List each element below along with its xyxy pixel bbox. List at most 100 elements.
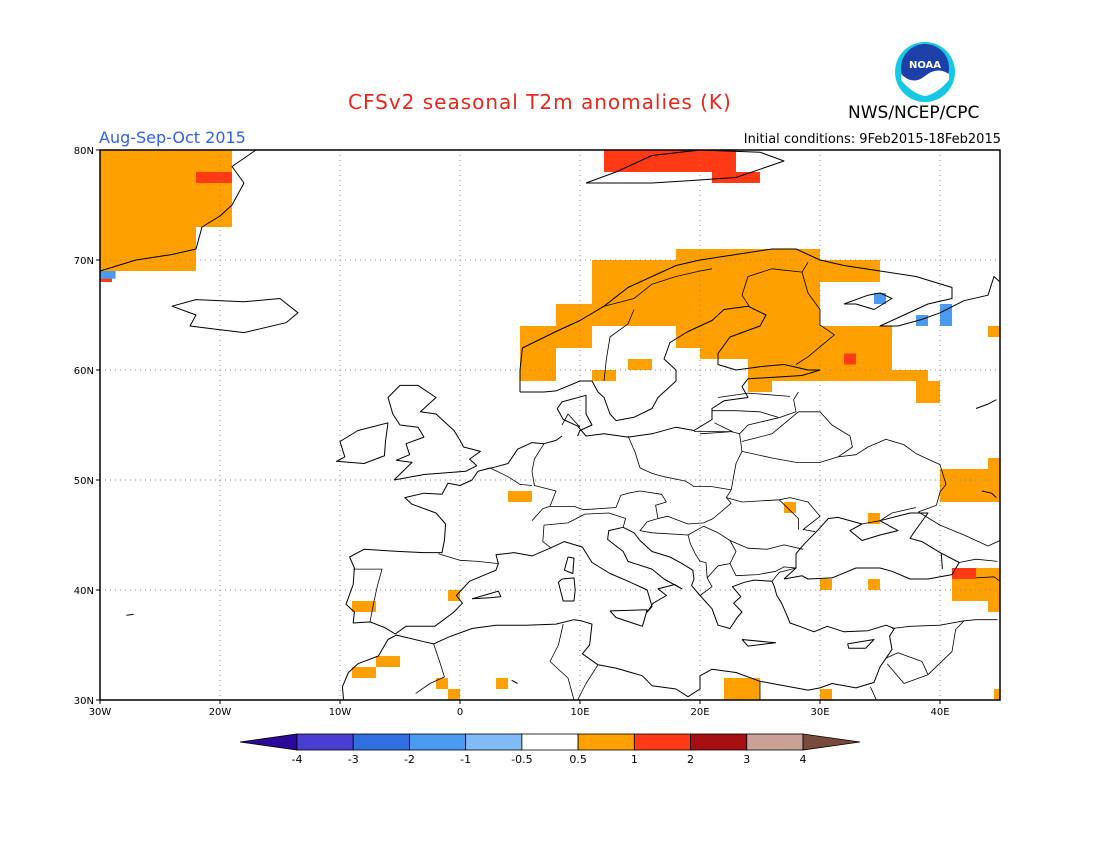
country-border xyxy=(959,558,998,563)
coastline xyxy=(563,556,575,574)
country-border xyxy=(891,619,998,629)
colorbar-label: 1 xyxy=(631,753,638,766)
anomaly-cell xyxy=(508,491,532,502)
lon-tick-label: 10E xyxy=(570,707,589,718)
lat-tick-label: 40N xyxy=(74,586,94,597)
lon-tick-label: 20W xyxy=(209,707,232,718)
colorbar-box xyxy=(352,733,410,751)
country-border xyxy=(975,576,1000,582)
axis-ticks: 30W 20W 10W 0 10E 20E 30E 40E 30N 40N 50N 60N 70N 80N xyxy=(74,146,950,718)
country-border xyxy=(603,309,635,382)
coastline xyxy=(520,305,820,422)
coastline xyxy=(783,512,960,580)
chart-title: CFSv2 seasonal T2m anomalies (K) xyxy=(348,90,732,114)
lon-tick-label: 10W xyxy=(329,707,352,718)
country-border xyxy=(549,624,575,700)
coastline xyxy=(940,552,943,570)
country-border xyxy=(531,459,667,511)
lon-tick-label: 0 xyxy=(457,707,463,718)
country-border xyxy=(687,525,804,550)
anomaly-cell xyxy=(100,271,116,279)
lon-tick-label: 40E xyxy=(930,707,949,718)
anomaly-cell xyxy=(952,568,976,579)
lat-tick-label: 30N xyxy=(74,696,94,707)
country-border xyxy=(861,507,917,525)
country-border xyxy=(603,268,713,307)
colorbar-label: 4 xyxy=(800,753,807,766)
colorbar-low-arrow xyxy=(239,733,298,751)
anomaly-cell xyxy=(448,590,460,601)
anomaly-cell xyxy=(916,381,940,403)
colorbar-box xyxy=(746,733,804,751)
country-border xyxy=(415,643,445,694)
coastline xyxy=(471,590,502,600)
anomaly-cell xyxy=(940,469,1000,502)
coastline xyxy=(341,435,895,700)
country-border xyxy=(741,261,809,307)
country-border xyxy=(477,467,533,486)
colorbar-label: -1 xyxy=(460,753,471,766)
anomaly-cell xyxy=(892,370,928,381)
country-border xyxy=(712,410,779,418)
coastline xyxy=(335,422,389,464)
country-border xyxy=(639,518,713,596)
anomaly-cell xyxy=(196,150,232,227)
coastline xyxy=(741,639,777,647)
forecast-period: Aug-Sep-Oct 2015 xyxy=(99,128,246,147)
country-borders xyxy=(353,261,1000,700)
lat-tick-label: 70N xyxy=(74,256,94,267)
country-border xyxy=(778,499,799,530)
coastline xyxy=(511,679,518,684)
anomaly-cell xyxy=(376,656,400,667)
noaa-logo: NOAA xyxy=(895,42,955,102)
anomaly-cell xyxy=(604,150,736,172)
coastline xyxy=(519,248,1000,392)
colorbar-box xyxy=(633,733,691,751)
lon-tick-label: 20E xyxy=(690,707,709,718)
colorbar-label: 3 xyxy=(743,753,750,766)
colorbar-high-arrow xyxy=(802,733,861,751)
anomaly-cell xyxy=(916,315,928,326)
country-border xyxy=(741,438,947,513)
anomaly-cell xyxy=(820,579,832,590)
country-border xyxy=(741,411,799,442)
coastline xyxy=(387,384,481,481)
anomaly-cell xyxy=(592,260,676,326)
colorbar-label: -4 xyxy=(292,753,303,766)
noaa-logo-bird xyxy=(901,70,949,96)
anomaly-cell xyxy=(988,326,1000,337)
anomaly-cell xyxy=(940,304,952,326)
initial-conditions: Initial conditions: 9Feb2015-18Feb2015 xyxy=(743,132,1001,147)
anomaly-cell xyxy=(352,667,376,678)
anomaly-cell xyxy=(100,150,196,271)
map-gridlines xyxy=(100,150,1000,700)
country-border xyxy=(729,540,797,577)
map-frame xyxy=(99,149,1001,701)
coastline xyxy=(847,639,875,649)
colorbar-label: -0.5 xyxy=(511,753,532,766)
coastline xyxy=(557,577,576,602)
colorbar-label: 2 xyxy=(687,753,694,766)
country-border xyxy=(694,431,743,490)
agency-label: NWS/NCEP/CPC xyxy=(848,103,980,123)
country-border xyxy=(870,686,877,700)
coastline xyxy=(171,298,299,334)
country-border xyxy=(438,553,499,564)
anomaly-cell xyxy=(784,502,796,513)
colorbar-box xyxy=(296,733,354,751)
colorbar-box xyxy=(690,733,748,751)
anomaly-cell xyxy=(496,678,508,689)
anomaly-cell xyxy=(352,601,376,612)
lat-tick-label: 60N xyxy=(74,366,94,377)
country-border xyxy=(885,652,929,684)
country-border xyxy=(798,411,853,458)
anomaly-cell xyxy=(628,359,652,370)
anomaly-cell xyxy=(988,601,1000,612)
coastlines xyxy=(100,150,1000,700)
anomaly-cell xyxy=(592,370,616,381)
coastline xyxy=(126,613,134,616)
country-border xyxy=(577,664,599,700)
lat-tick-label: 80N xyxy=(74,146,94,157)
coastline xyxy=(100,150,257,272)
